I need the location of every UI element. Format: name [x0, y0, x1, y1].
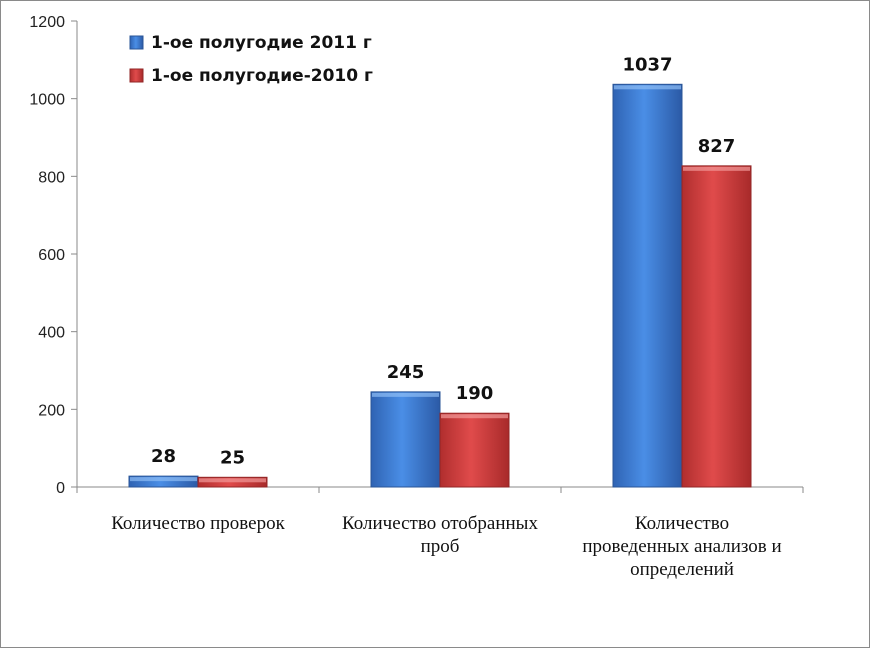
category-label: Количество отобранных проб — [342, 513, 538, 557]
legend-swatch — [129, 68, 144, 83]
y-tick-label: 400 — [38, 325, 65, 342]
bar-highlight — [130, 477, 197, 482]
bar-series-1 — [370, 391, 441, 488]
data-label: 245 — [387, 362, 425, 383]
data-label: 25 — [220, 447, 245, 468]
y-tick-label: 200 — [38, 402, 65, 419]
bar-highlight — [614, 85, 681, 90]
bar-highlight — [199, 478, 266, 483]
y-tick-label: 800 — [38, 169, 65, 186]
bar-highlight — [683, 166, 750, 171]
y-tick-label: 1000 — [29, 92, 65, 109]
axes: 0 200 400 600 800 1000 1200 Количество проверок… — [29, 14, 804, 580]
bar-series-2 — [681, 165, 752, 488]
legend: 1-ое полугодие 2011 г 1-ое полугодие-2010… — [129, 33, 373, 86]
data-label: 1037 — [622, 54, 672, 75]
bar-series-1 — [612, 83, 683, 488]
bar-highlight — [372, 392, 439, 397]
legend-entry: 1-ое полугодие-2010 г — [151, 66, 373, 86]
bar-series-2 — [439, 412, 510, 488]
bars — [128, 83, 752, 488]
category-label: Количество проведенных анализов и определе… — [582, 513, 781, 580]
data-label: 190 — [456, 383, 494, 404]
y-tick-label: 600 — [38, 247, 65, 264]
data-label: 28 — [151, 446, 176, 467]
legend-swatch — [129, 35, 144, 50]
data-label: 827 — [698, 136, 736, 157]
bar-highlight — [441, 414, 508, 419]
legend-entry: 1-ое полугодие 2011 г — [151, 33, 372, 53]
y-tick-label: 0 — [56, 480, 65, 497]
y-tick-label: 1200 — [29, 14, 65, 31]
data-labels: 28 245 1037 25 190 827 — [151, 54, 735, 468]
category-label: Количество проверок — [111, 513, 285, 534]
